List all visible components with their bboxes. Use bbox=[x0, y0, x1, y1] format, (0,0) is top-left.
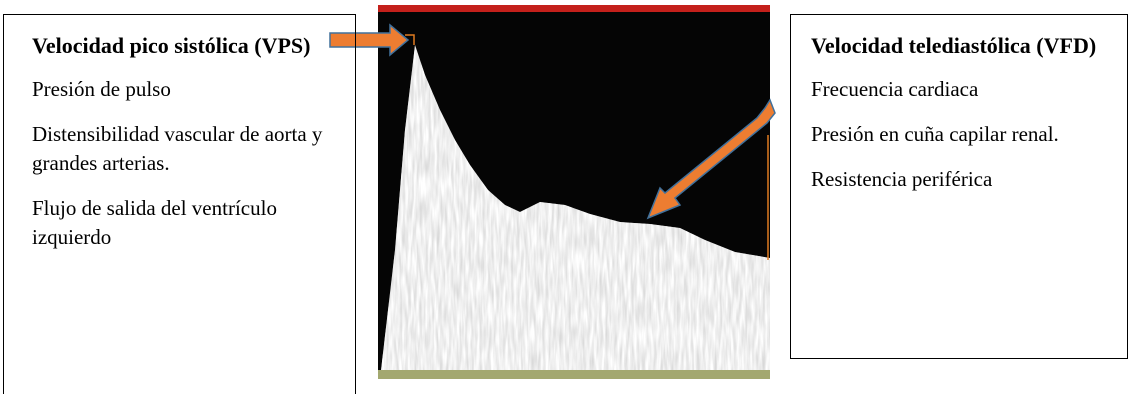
page: {"left_box": {"title": "Velocidad pico s… bbox=[0, 0, 1131, 379]
box-item: Flujo de salida del ventrículo izquierdo bbox=[32, 194, 332, 252]
left-box: Velocidad pico sistólica (VPS) Presión d… bbox=[3, 14, 356, 394]
box-title: Velocidad pico sistólica (VPS) bbox=[32, 31, 332, 61]
box-item: Frecuencia cardiaca bbox=[811, 75, 1091, 104]
box-item: Presión en cuña capilar renal. bbox=[811, 120, 1091, 149]
box-item: Presión de pulso bbox=[32, 75, 332, 104]
bottom-strip bbox=[378, 370, 770, 379]
top-strip bbox=[378, 5, 770, 12]
box-item: Distensibilidad vascular de aorta y gran… bbox=[32, 120, 332, 178]
box-title: Velocidad telediastólica (VFD) bbox=[811, 31, 1127, 61]
right-box: Velocidad telediastólica (VFD) Frecuenci… bbox=[790, 14, 1128, 359]
box-item: Resistencia periférica bbox=[811, 165, 1091, 194]
